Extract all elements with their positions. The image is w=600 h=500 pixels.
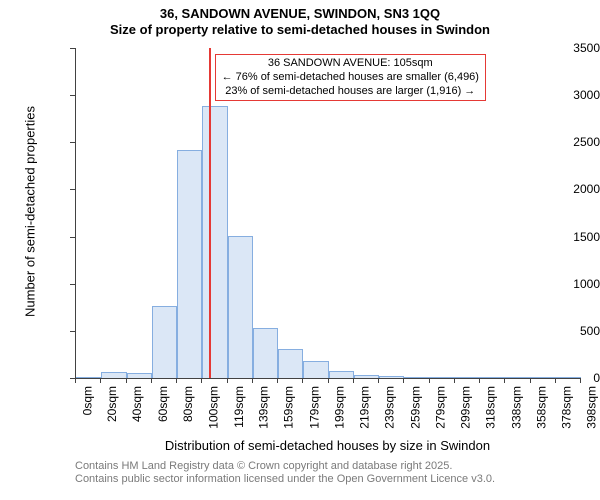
xtick-label: 100sqm: [206, 386, 220, 429]
ytick-label: 1500: [535, 230, 600, 244]
xtick-label: 299sqm: [459, 386, 473, 429]
ytick-label: 3500: [535, 41, 600, 55]
histogram-bar: [177, 150, 202, 378]
title-line-2: Size of property relative to semi-detach…: [0, 22, 600, 38]
histogram-bar: [127, 373, 152, 378]
histogram-bar: [228, 236, 253, 378]
y-axis-label: Number of semi-detached properties: [23, 92, 38, 332]
chart-title: 36, SANDOWN AVENUE, SWINDON, SN3 1QQ Siz…: [0, 6, 600, 39]
histogram-bar: [253, 328, 278, 378]
xtick-label: 259sqm: [408, 386, 422, 429]
xtick-label: 40sqm: [131, 386, 145, 422]
xtick-label: 279sqm: [434, 386, 448, 429]
histogram-bar: [379, 376, 404, 378]
ytick-label: 500: [535, 324, 600, 338]
xtick-label: 318sqm: [484, 386, 498, 429]
callout-line-3: 23% of semi-detached houses are larger (…: [222, 85, 479, 99]
ytick-label: 0: [535, 371, 600, 385]
histogram-bar: [430, 377, 455, 378]
xtick-label: 358sqm: [535, 386, 549, 429]
ytick-label: 1000: [535, 277, 600, 291]
attribution-text: Contains HM Land Registry data © Crown c…: [75, 460, 495, 486]
xtick-label: 119sqm: [232, 386, 246, 428]
histogram-bar: [152, 306, 177, 378]
histogram-bar: [278, 349, 303, 378]
histogram-bar: [101, 372, 126, 378]
xtick-label: 80sqm: [181, 386, 195, 422]
attribution-line-1: Contains HM Land Registry data © Crown c…: [75, 460, 495, 473]
xtick-label: 0sqm: [80, 386, 94, 415]
xtick-label: 139sqm: [257, 386, 271, 429]
x-axis-label: Distribution of semi-detached houses by …: [75, 438, 580, 453]
ytick-label: 2500: [535, 135, 600, 149]
histogram-bar: [329, 371, 354, 378]
marker-line: [209, 48, 211, 378]
xtick-label: 239sqm: [383, 386, 397, 429]
histogram-bar: [354, 375, 379, 378]
xtick-label: 219sqm: [358, 386, 372, 429]
callout-line-2: ← 76% of semi-detached houses are smalle…: [222, 71, 479, 85]
attribution-line-2: Contains public sector information licen…: [75, 473, 495, 486]
histogram-bar: [455, 377, 480, 378]
marker-callout: 36 SANDOWN AVENUE: 105sqm← 76% of semi-d…: [215, 54, 486, 101]
histogram-plot: 36 SANDOWN AVENUE: 105sqm← 76% of semi-d…: [75, 48, 581, 379]
xtick-label: 338sqm: [509, 386, 523, 429]
xtick-label: 398sqm: [585, 386, 599, 429]
histogram-bar: [505, 377, 530, 378]
histogram-bar: [76, 377, 101, 378]
histogram-bar: [202, 106, 227, 378]
ytick-label: 2000: [535, 182, 600, 196]
ytick-label: 3000: [535, 88, 600, 102]
xtick-label: 179sqm: [307, 386, 321, 429]
histogram-bar: [404, 377, 429, 378]
title-line-1: 36, SANDOWN AVENUE, SWINDON, SN3 1QQ: [0, 6, 600, 22]
histogram-bar: [303, 361, 328, 378]
histogram-bar: [480, 377, 505, 378]
xtick-label: 378sqm: [560, 386, 574, 429]
xtick-label: 20sqm: [105, 386, 119, 422]
xtick-label: 60sqm: [156, 386, 170, 422]
xtick-label: 199sqm: [333, 386, 347, 429]
callout-line-1: 36 SANDOWN AVENUE: 105sqm: [222, 57, 479, 71]
xtick-label: 159sqm: [282, 386, 296, 429]
